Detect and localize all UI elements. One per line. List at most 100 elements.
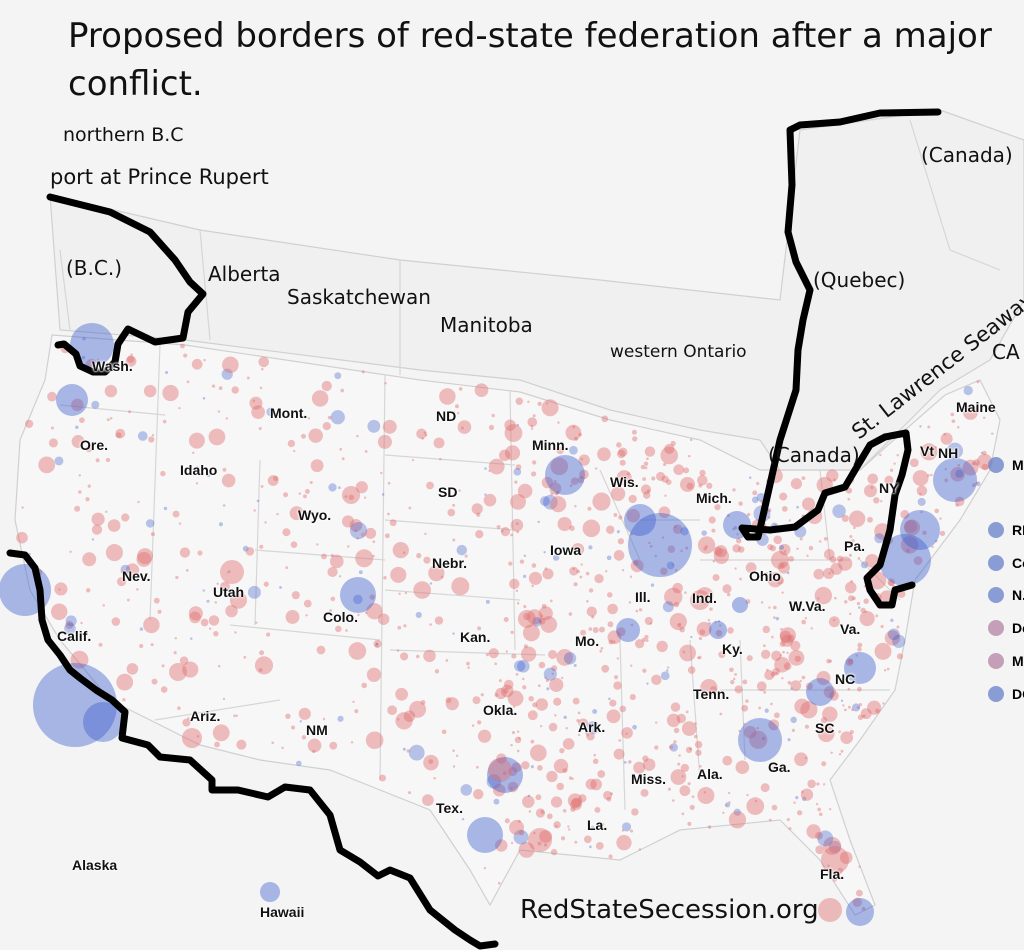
result-bubble [680,527,689,536]
result-bubble [137,431,148,441]
result-bubble [719,624,722,627]
result-bubble [407,791,412,795]
result-bubble [732,677,736,681]
result-bubble [870,486,874,490]
result-bubble [471,503,483,515]
result-bubble [794,752,808,767]
legend-item-6: M [988,653,1024,669]
result-bubble [934,508,939,514]
result-bubble [157,609,162,614]
result-bubble [206,472,211,478]
state-label-calif: Calif. [57,628,92,644]
annotation-manitoba: Manitoba [440,313,533,337]
result-bubble [538,661,546,669]
result-bubble [796,505,799,509]
result-bubble [818,898,842,922]
result-bubble [821,846,849,874]
result-bubble [621,829,625,832]
result-bubble [840,699,844,702]
result-bubble [768,516,771,519]
legend-item-1: M [988,457,1024,473]
result-bubble [912,470,929,486]
result-bubble [365,731,384,750]
result-bubble [251,405,265,420]
result-bubble [276,512,279,516]
result-bubble [568,828,571,831]
result-bubble [664,494,667,497]
result-bubble [111,617,121,626]
result-bubble [571,777,574,780]
result-bubble [815,845,825,855]
result-bubble [570,798,582,811]
result-bubble [516,749,520,753]
result-bubble [120,564,131,575]
result-bubble [733,526,737,530]
result-bubble [456,544,468,556]
result-bubble [847,497,851,501]
result-bubble [179,343,185,349]
result-bubble [316,543,319,546]
result-bubble [613,748,625,760]
result-bubble [607,592,613,598]
result-bubble [535,794,542,801]
result-bubble [50,426,54,430]
result-bubble [182,718,191,727]
result-bubble [763,690,767,694]
result-bubble [488,469,491,473]
result-bubble [546,770,558,783]
result-bubble [299,720,303,723]
result-bubble [409,700,427,718]
result-bubble [568,776,573,780]
result-bubble [585,778,597,790]
result-bubble [48,438,58,448]
result-bubble [190,637,193,640]
result-bubble [745,699,749,703]
result-bubble [255,621,258,624]
result-bubble [674,569,678,572]
result-bubble [729,667,734,673]
result-bubble [569,525,575,531]
result-bubble [594,573,604,584]
result-bubble [920,443,938,461]
result-bubble [341,485,361,505]
result-bubble [106,418,110,422]
result-bubble [371,554,375,558]
result-bubble [271,741,275,745]
result-bubble [677,623,682,628]
result-bubble [630,664,633,667]
result-bubble [587,506,592,511]
result-bubble [624,504,656,536]
result-bubble [761,649,771,659]
result-bubble [542,568,554,580]
state-label-vt: Vt [920,443,934,459]
result-bubble [601,822,605,826]
result-bubble [649,544,653,548]
result-bubble [673,601,680,608]
result-bubble [548,649,558,659]
result-bubble [512,705,516,708]
result-bubble [777,561,790,574]
result-bubble [305,614,308,617]
result-bubble [578,432,582,437]
result-bubble [586,731,595,741]
result-bubble [511,762,522,773]
result-bubble [540,496,550,507]
result-bubble [616,627,626,637]
result-bubble [372,540,376,544]
result-bubble [137,500,140,504]
result-bubble [642,758,656,771]
result-bubble [545,402,549,405]
result-bubble [91,524,103,535]
result-bubble [556,649,574,666]
result-bubble [488,424,495,431]
result-bubble [796,810,803,816]
result-bubble [801,619,807,625]
legend-label: RI [1012,522,1024,538]
result-bubble [16,531,28,544]
result-bubble [95,458,100,463]
border-northeast [738,108,942,609]
result-bubble [523,612,531,621]
result-bubble [488,458,505,475]
result-bubble [163,506,168,511]
result-bubble [664,587,683,607]
